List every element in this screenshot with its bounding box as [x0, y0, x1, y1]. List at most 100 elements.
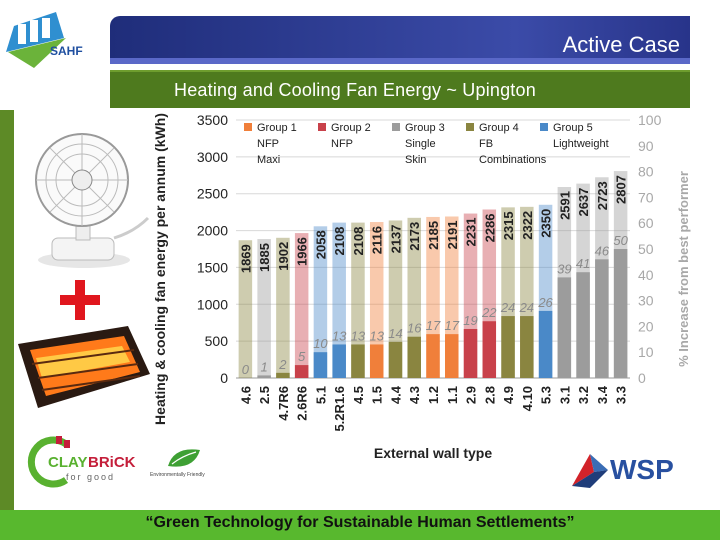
y2-tick-label: 50	[638, 241, 654, 257]
percent-bar	[257, 375, 271, 378]
legend-detail: Maxi	[257, 154, 280, 166]
percent-label: 10	[313, 336, 328, 351]
legend-swatch	[244, 123, 252, 131]
bar-value-label: 2286	[482, 213, 497, 242]
percent-label: 46	[595, 243, 610, 258]
percent-label: 39	[557, 261, 571, 276]
x-tick-label: 4.4	[388, 385, 403, 404]
percent-label: 13	[332, 328, 347, 343]
percent-bar	[445, 334, 459, 378]
x-tick-label: 1.1	[445, 386, 460, 404]
claybrick-logo: CLAY BRiCK for good	[26, 432, 146, 488]
percent-bar	[294, 365, 309, 378]
legend-detail: FB	[479, 138, 493, 150]
x-tick-label: 3.3	[614, 386, 629, 404]
percent-bar	[595, 259, 609, 378]
energy-bar	[388, 220, 403, 378]
percent-bar	[613, 249, 628, 378]
percent-bar	[388, 341, 403, 378]
y2-tick-label: 0	[638, 370, 646, 386]
bar-value-label: 2807	[614, 175, 629, 204]
bar-value-label: 2116	[370, 226, 385, 254]
bar-value-label: 2185	[426, 221, 441, 250]
energy-bar	[313, 226, 328, 378]
percent-label: 41	[576, 256, 590, 271]
y-tick-label: 500	[205, 333, 229, 349]
claybrick-word-clay: CLAY	[48, 454, 88, 471]
page-subtitle: Heating and Cooling Fan Energy ~ Upingto…	[174, 80, 536, 100]
radiant-heater-icon	[18, 326, 150, 408]
bar-value-label: 2058	[313, 230, 328, 259]
legend-detail: NFP	[331, 138, 353, 150]
percent-label: 22	[481, 305, 497, 320]
y-tick-label: 1000	[197, 296, 228, 312]
legend-entry: Group 4	[479, 122, 519, 134]
x-tick-label: 4.7R6	[276, 386, 291, 421]
legend-swatch	[392, 123, 400, 131]
bar-value-label: 2137	[388, 224, 403, 253]
percent-bar	[407, 336, 421, 378]
energy-bar	[238, 240, 253, 378]
footer-slogan: “Green Technology for Sustainable Human …	[145, 514, 575, 531]
y2-tick-label: 80	[638, 164, 654, 180]
bar-value-label: 2173	[407, 222, 422, 251]
percent-label: 5	[298, 349, 306, 364]
bar-value-label: 2108	[351, 227, 366, 256]
y-tick-label: 1500	[197, 259, 228, 275]
percent-label: 17	[426, 318, 441, 333]
x-tick-label: 3.4	[595, 385, 610, 404]
x-tick-label: 3.1	[557, 386, 572, 404]
percent-label: 16	[407, 321, 422, 336]
y-tick-label: 2500	[197, 186, 228, 202]
y2-tick-label: 30	[638, 293, 654, 309]
y2-axis-label: % Increase from best performer	[676, 171, 691, 367]
x-tick-label: 3.2	[576, 386, 591, 404]
footer-bar: “Green Technology for Sustainable Human …	[0, 510, 720, 540]
percent-label: 26	[537, 295, 553, 310]
x-tick-label: 2.9	[464, 386, 479, 404]
x-tick-label: 5.1	[313, 386, 328, 404]
legend-detail: Single	[405, 138, 436, 150]
y-tick-label: 3000	[197, 149, 228, 165]
percent-bar	[313, 352, 328, 378]
bar-value-label: 2231	[464, 218, 479, 247]
legend-entry: Group 2	[331, 122, 371, 134]
subtitle-bar: Heating and Cooling Fan Energy ~ Upingto…	[110, 70, 690, 108]
x-tick-label: 5.2R1.6	[332, 386, 347, 432]
percent-label: 24	[500, 300, 515, 315]
x-axis-label: External wall type	[374, 445, 492, 461]
percent-bar	[557, 277, 572, 378]
bar-value-label: 1966	[295, 237, 310, 266]
x-tick-label: 5.3	[539, 386, 554, 404]
percent-bar	[426, 334, 440, 378]
percent-label: 1	[261, 359, 268, 374]
y2-tick-label: 40	[638, 267, 654, 283]
percent-bar	[520, 316, 534, 378]
sahf-logo-text: SAHF	[50, 44, 83, 58]
percent-bar	[369, 344, 384, 378]
percent-label: 14	[388, 326, 402, 341]
energy-bar	[351, 222, 365, 378]
x-tick-label: 4.9	[501, 386, 516, 404]
y2-tick-label: 10	[638, 344, 654, 360]
page-title: Active Case	[562, 32, 680, 57]
legend-detail: Lightweight	[553, 138, 609, 150]
legend-swatch	[318, 123, 326, 131]
legend-swatch	[540, 123, 548, 131]
x-tick-label: 1.5	[370, 386, 385, 404]
sahf-logo: SAHF	[4, 8, 100, 68]
energy-bar	[332, 222, 346, 378]
legend-detail: NFP	[257, 138, 279, 150]
x-tick-label: 1.2	[426, 386, 441, 404]
percent-label: 0	[242, 362, 250, 377]
bar-value-label: 2723	[595, 181, 610, 210]
y-tick-label: 0	[220, 370, 228, 386]
eco-logo: Environmentally Friendly	[150, 446, 220, 482]
bar-value-label: 2322	[520, 211, 535, 240]
energy-bar	[369, 222, 384, 378]
x-tick-label: 4.3	[407, 386, 422, 404]
wsp-logo-text: WSP	[610, 454, 674, 485]
percent-bar	[332, 344, 346, 378]
energy-bar	[276, 237, 290, 378]
x-tick-label: 4.6	[238, 386, 253, 404]
